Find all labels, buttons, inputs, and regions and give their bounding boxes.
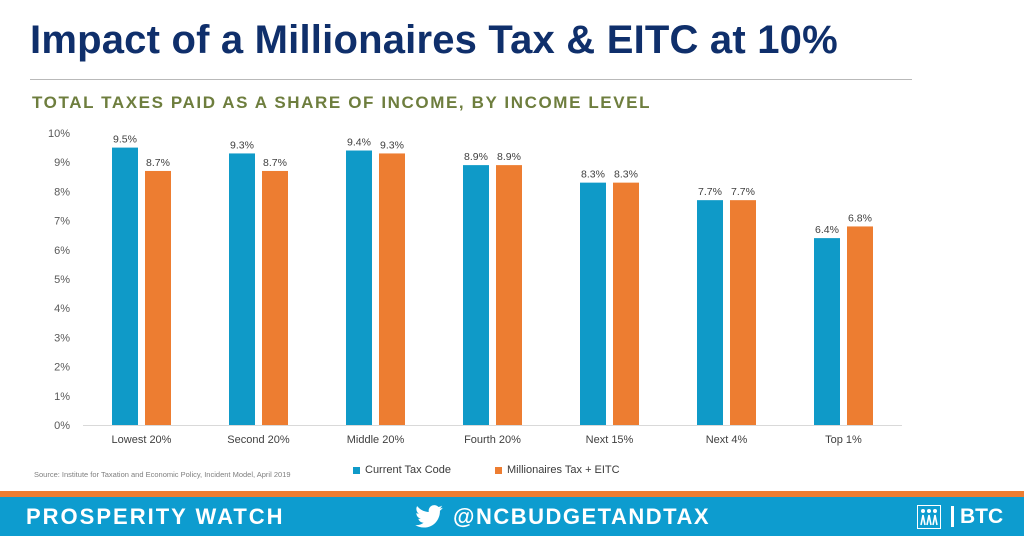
bar-millionaires (262, 170, 288, 425)
title-divider (30, 79, 912, 80)
btc-figures-logo-icon (917, 505, 941, 529)
y-tick-label: 6% (54, 245, 70, 257)
x-tick-label: Fourth 20% (464, 434, 521, 446)
data-label: 9.3% (230, 139, 254, 151)
page-title: Impact of a Millionaires Tax & EITC at 1… (30, 18, 838, 62)
data-label: 9.5% (113, 134, 137, 146)
y-tick-label: 3% (54, 332, 70, 344)
data-label: 8.7% (263, 157, 287, 169)
legend-item-millionaires: Millionaires Tax + EITC (495, 464, 620, 476)
footer-bar: PROSPERITY WATCH @NCBUDGETANDTAX BTC (0, 497, 1024, 536)
bar-current (346, 150, 372, 425)
bar-current (229, 153, 255, 425)
data-label: 8.9% (497, 151, 521, 163)
y-tick-label: 7% (54, 216, 70, 228)
y-tick-label: 2% (54, 362, 70, 374)
y-tick-label: 9% (54, 157, 70, 169)
x-tick-label: Top 1% (825, 434, 862, 446)
y-tick-label: 10% (48, 128, 70, 140)
bar-current (463, 165, 489, 425)
x-tick-label: Second 20% (227, 434, 290, 446)
y-tick-label: 5% (54, 274, 70, 286)
y-tick-label: 8% (54, 186, 70, 198)
source-note: Source: Institute for Taxation and Econo… (34, 470, 291, 479)
twitter-bird-icon (415, 505, 443, 528)
bar-millionaires (379, 153, 405, 425)
bar-millionaires (496, 165, 522, 425)
footer-accent-strip (0, 491, 1024, 497)
bar-millionaires (730, 200, 756, 425)
data-label: 6.8% (848, 212, 872, 224)
legend-label-millionaires: Millionaires Tax + EITC (507, 464, 620, 476)
data-label: 8.3% (614, 169, 638, 181)
chart-legend: Current Tax Code Millionaires Tax + EITC (353, 464, 620, 476)
legend-swatch-millionaires (495, 466, 503, 474)
data-label: 6.4% (815, 224, 839, 236)
y-tick-label: 4% (54, 303, 70, 315)
x-tick-label: Middle 20% (347, 434, 405, 446)
data-label: 8.3% (581, 169, 605, 181)
data-label: 8.7% (146, 157, 170, 169)
x-tick-label: Next 4% (706, 434, 748, 446)
y-tick-label: 1% (54, 391, 70, 403)
data-label: 7.7% (731, 186, 755, 198)
bar-current (112, 147, 138, 425)
data-label: 7.7% (698, 186, 722, 198)
footer-brand-text: PROSPERITY WATCH (26, 504, 285, 529)
bar-current (580, 182, 606, 425)
legend-swatch-current (353, 466, 360, 474)
bar-current (814, 238, 840, 425)
bar-chart: 0% 1% 2% 3% 4% 5% 6% 7% 8% 9% 10% 9.5% 8.7% Lowest 20… (48, 128, 902, 446)
footer-logo-divider (951, 506, 954, 527)
bar-millionaires (847, 226, 873, 425)
x-tick-label: Next 15% (586, 434, 634, 446)
legend-item-current: Current Tax Code (353, 464, 451, 476)
y-tick-label: 0% (54, 420, 70, 432)
legend-label-current: Current Tax Code (365, 464, 452, 476)
data-label: 9.4% (347, 137, 371, 149)
data-label: 8.9% (464, 151, 488, 163)
data-label: 9.3% (380, 139, 404, 151)
bar-millionaires (145, 170, 171, 425)
chart-subtitle: TOTAL TAXES PAID AS A SHARE OF INCOME, B… (32, 93, 652, 112)
footer-brand-initials: BTC (960, 505, 1004, 528)
x-tick-label: Lowest 20% (112, 434, 172, 446)
bar-current (697, 200, 723, 425)
footer-twitter-handle: @NCBUDGETANDTAX (453, 504, 711, 529)
bar-millionaires (613, 182, 639, 425)
